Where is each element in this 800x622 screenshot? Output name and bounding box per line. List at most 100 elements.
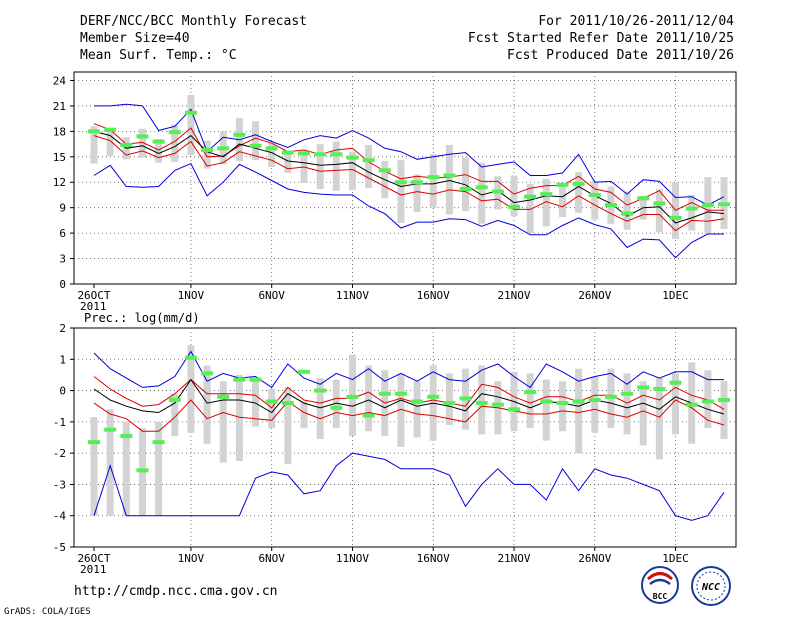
- prec-year-label: 2011: [80, 563, 107, 576]
- prec-spread-box: [284, 387, 292, 465]
- prec-spread-box: [655, 378, 663, 460]
- temp-y-tick-label: 21: [53, 100, 66, 113]
- prec-median-mark: [669, 380, 682, 385]
- precipitation-panel: -5 -4 -3 -2 -1 0 1 2 26OCT 1NOV 6NOV 11NOV 16NOV 21NO…: [53, 322, 737, 576]
- temp-max-line: [94, 103, 725, 206]
- prec-spread-box: [332, 379, 340, 429]
- temp-median-mark: [427, 175, 440, 180]
- temp-median-mark: [217, 146, 230, 151]
- temp-median-mark: [249, 143, 262, 148]
- temp-spread-box: [478, 162, 486, 224]
- temp-spread-box: [187, 94, 195, 156]
- temp-median-mark: [718, 202, 730, 207]
- prec-median-mark: [718, 397, 730, 402]
- temp-x-tick-label: 16NOV: [417, 289, 450, 302]
- prec-spread-box: [235, 374, 243, 461]
- prec-x-tick-label: 6NOV: [258, 552, 285, 565]
- prec-spread-box: [478, 365, 486, 435]
- prec-median-mark: [362, 413, 375, 418]
- temp-spread-box: [284, 150, 292, 173]
- prec-median-mark: [281, 401, 294, 406]
- temp-median-mark: [556, 182, 569, 187]
- prec-spread-box: [591, 376, 599, 433]
- prec-y-tick-label: -2: [53, 447, 66, 460]
- prec-x-tick-label: 16NOV: [417, 552, 450, 565]
- temp-median-mark: [184, 110, 197, 115]
- prec-y-tick-label: -3: [53, 478, 66, 491]
- temp-spread-box: [90, 126, 98, 164]
- prec-y-tick-label: -4: [53, 510, 67, 523]
- header-fcst-started: Fcst Started Refer Date 2011/10/25: [468, 31, 734, 46]
- prec-median-mark: [394, 391, 407, 396]
- temp-median-mark: [572, 181, 585, 186]
- temp-x-tick-label: 1DEC: [662, 289, 689, 302]
- temp-median-mark: [524, 194, 537, 199]
- temp-median-mark: [508, 204, 520, 209]
- prec-spread-box: [704, 370, 712, 429]
- temp-year-label: 2011: [80, 300, 107, 313]
- prec-median-mark: [136, 468, 149, 473]
- temp-median-mark: [104, 127, 117, 132]
- temp-median-mark: [491, 189, 504, 194]
- prec-median-mark: [217, 394, 230, 399]
- temperature-panel: 0 3 6 9 12 15 18 21 24 26OCT 1NOV 6NOV 11NOV 16NOV 21N…: [53, 71, 737, 313]
- prec-y-tick-label: 1: [59, 353, 66, 366]
- temp-y-tick-label: 15: [53, 151, 66, 164]
- temp-x-tick-label: 26OCT: [77, 289, 110, 302]
- prec-spread-box: [106, 409, 114, 516]
- prec-spread-box: [155, 421, 163, 516]
- temp-median-mark: [298, 151, 310, 156]
- temp-plot-frame: [73, 71, 737, 285]
- temp-median-mark: [281, 150, 294, 155]
- temp-spread-box: [542, 178, 550, 227]
- prec-upper-line: [93, 376, 725, 410]
- temp-spread-box: [623, 191, 631, 230]
- prec-median-mark: [653, 387, 666, 392]
- prec-median-mark: [556, 401, 569, 406]
- temp-x-tick-label: 1NOV: [178, 289, 205, 302]
- ncc-logo-text: NCC: [701, 582, 720, 593]
- temp-spread-box: [106, 129, 114, 156]
- prec-spread-box: [413, 381, 421, 438]
- temp-median-mark: [201, 148, 214, 153]
- prec-spread-box: [219, 381, 227, 463]
- prec-median-mark: [249, 377, 262, 382]
- temp-spread-box: [558, 185, 566, 218]
- prec-min-line: [93, 452, 725, 521]
- prec-median-mark: [104, 427, 117, 432]
- prec-spread-box: [639, 381, 647, 446]
- header-title: DERF/NCC/BCC Monthly Forecast: [80, 14, 307, 29]
- temp-spread-box: [413, 174, 421, 212]
- prec-median-mark: [524, 390, 537, 395]
- temp-median-mark: [233, 132, 246, 137]
- prec-median-mark: [330, 405, 343, 410]
- prec-spread-box: [122, 421, 130, 516]
- temp-spread-box: [138, 128, 146, 158]
- temp-median-mark: [685, 206, 698, 211]
- prec-median-mark: [427, 394, 440, 399]
- temp-x-tick-label: 6NOV: [258, 289, 285, 302]
- prec-median-mark: [184, 355, 197, 360]
- temp-y-tick-label: 24: [53, 74, 67, 87]
- prec-spread-box: [203, 365, 211, 444]
- temp-spread-box: [429, 154, 437, 208]
- temp-median-mark: [168, 130, 181, 135]
- temp-median-mark: [120, 142, 133, 147]
- temp-median-mark: [701, 203, 714, 208]
- prec-median-mark: [701, 399, 714, 404]
- temp-median-mark: [378, 168, 391, 173]
- footer-credit: GrADS: COLA/IGES: [4, 607, 91, 617]
- prec-median-mark: [685, 402, 698, 407]
- prec-median-mark: [314, 388, 327, 393]
- temp-spread-box: [252, 121, 260, 161]
- bcc-logo-text: BCC: [653, 592, 668, 601]
- precip-panel-title: Prec.: log(mm/d): [84, 311, 200, 325]
- temp-median-mark: [669, 215, 682, 220]
- prec-median-mark: [152, 440, 165, 445]
- temp-spread-box: [591, 181, 599, 220]
- prec-y-tick-label: -1: [53, 416, 66, 429]
- prec-median-mark: [637, 385, 650, 390]
- temp-median-mark: [314, 152, 327, 157]
- temp-x-tick-label: 21NOV: [497, 289, 530, 302]
- prec-spread-box: [268, 389, 276, 429]
